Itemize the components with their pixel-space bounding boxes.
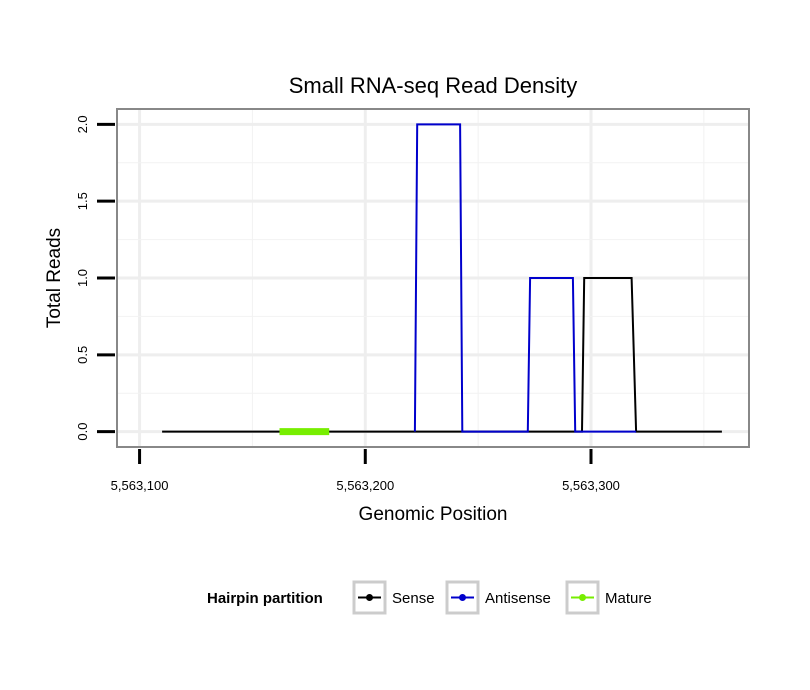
legend-key-point: [579, 594, 586, 601]
grid: [117, 109, 749, 447]
y-axis: 0.0 0.5 1.0 1.5 2.0: [75, 115, 115, 441]
legend-label-antisense: Antisense: [485, 590, 551, 607]
legend-item-sense: Sense: [352, 580, 435, 615]
legend-key-point: [459, 594, 466, 601]
x-axis: 5,563,100 5,563,200 5,563,300: [111, 449, 620, 493]
legend-item-mature: Mature: [565, 580, 652, 615]
y-tick-label: 0.0: [75, 423, 90, 441]
legend-label-mature: Mature: [605, 590, 652, 607]
legend-item-antisense: Antisense: [445, 580, 551, 615]
series-lines: [162, 123, 722, 436]
x-tick-label: 5,563,100: [111, 478, 169, 493]
y-tick-label: 1.5: [75, 192, 90, 210]
chart-title: Small RNA-seq Read Density: [289, 73, 578, 98]
y-tick-label: 2.0: [75, 115, 90, 133]
legend-title: Hairpin partition: [207, 590, 323, 607]
legend-label-sense: Sense: [392, 590, 435, 607]
plot-panel-border: [116, 108, 750, 448]
x-axis-title: Genomic Position: [359, 504, 508, 525]
y-tick-label: 0.5: [75, 346, 90, 364]
y-axis-title: Total Reads: [44, 228, 65, 328]
series-line-antisense: [413, 123, 637, 433]
y-tick-label: 1.0: [75, 269, 90, 287]
x-tick-label: 5,563,200: [336, 478, 394, 493]
x-tick-label: 5,563,300: [562, 478, 620, 493]
legend-key-point: [366, 594, 373, 601]
legend: Hairpin partition Sense Antisense Mature: [207, 580, 652, 615]
